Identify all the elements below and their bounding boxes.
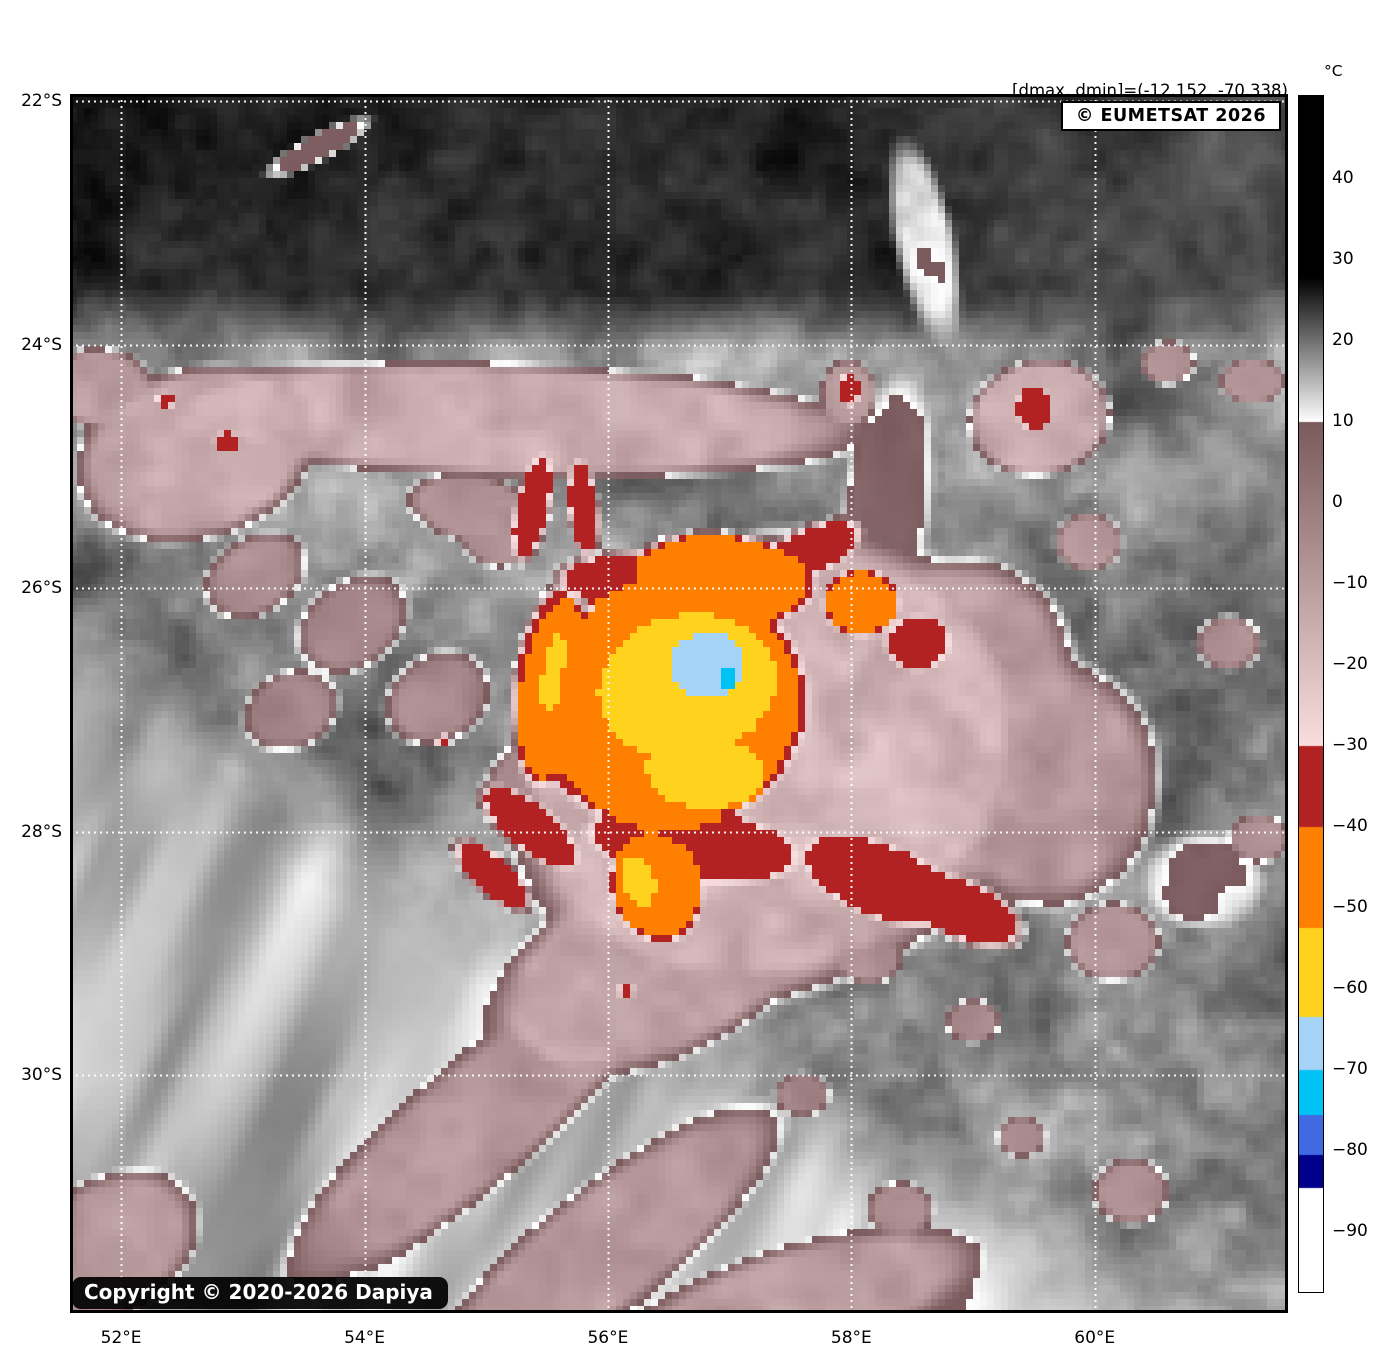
ir-image-canvas [70, 94, 1288, 1313]
eumetsat-watermark: © EUMETSAT 2026 [1060, 101, 1281, 131]
copyright-badge: Copyright © 2020-2026 Dapiya [72, 1277, 448, 1309]
colorbar-unit-label: °C [1324, 62, 1343, 80]
lat-tick-label: 22°S [21, 91, 62, 112]
lat-tick-label: 26°S [21, 578, 62, 599]
lon-tick-label: 60°E [1074, 1328, 1116, 1348]
lat-tick-label: 28°S [21, 821, 62, 842]
colorbar-tick-label: −90 [1332, 1221, 1368, 1242]
colorbar-canvas [1299, 96, 1323, 1292]
lat-tick-label: 24°S [21, 334, 62, 355]
colorbar-tick-label: −80 [1332, 1140, 1368, 1161]
colorbar-tick-label: 10 [1332, 411, 1354, 432]
lon-tick-label: 54°E [344, 1328, 385, 1348]
satellite-map: © EUMETSAT 2026 Copyright © 2020-2026 Da… [70, 94, 1288, 1313]
colorbar-tick-label: −40 [1332, 816, 1368, 837]
colorbar [1298, 95, 1324, 1293]
lat-tick-label: 30°S [21, 1064, 62, 1085]
colorbar-tick-label: −70 [1332, 1059, 1368, 1080]
lon-tick-label: 58°E [830, 1328, 872, 1348]
colorbar-tick-label: −50 [1332, 897, 1368, 918]
colorbar-tick-label: −30 [1332, 735, 1368, 756]
colorbar-tick-label: 30 [1332, 249, 1354, 270]
colorbar-tick-label: 20 [1332, 330, 1354, 351]
lon-tick-label: 52°E [100, 1328, 142, 1348]
colorbar-tick-label: −20 [1332, 654, 1368, 675]
colorbar-tick-label: −10 [1332, 573, 1368, 594]
colorbar-tick-label: 0 [1332, 492, 1343, 513]
colorbar-tick-label: 40 [1332, 168, 1354, 189]
lon-tick-label: 56°E [587, 1328, 629, 1348]
colorbar-tick-label: −60 [1332, 978, 1368, 999]
